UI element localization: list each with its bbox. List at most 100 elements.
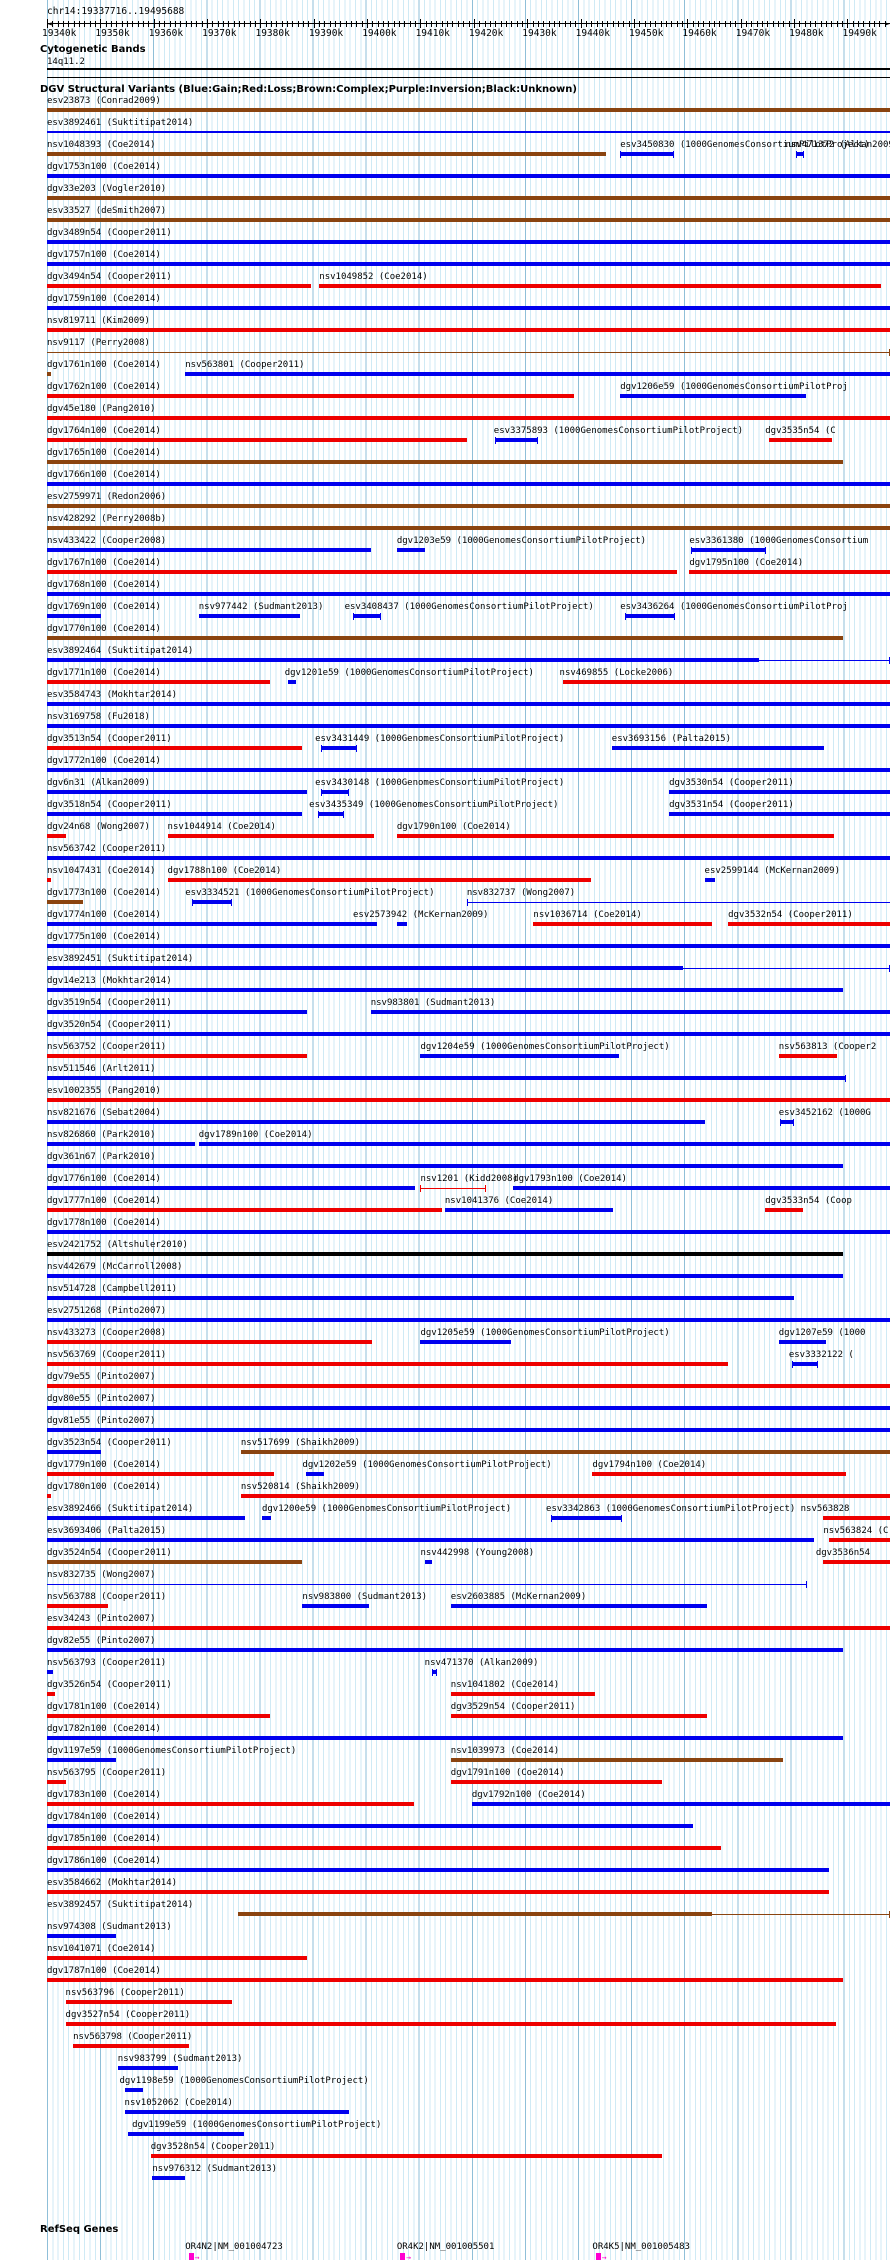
dgv-variant-label[interactable]: dgv3528n54 (Cooper2011) <box>150 2142 276 2152</box>
dgv-variant-bar[interactable] <box>47 1758 117 1762</box>
dgv-variant-label[interactable]: nsv520814 (Shaikh2009) <box>240 1482 361 1492</box>
dgv-variant-bar[interactable] <box>47 1846 721 1850</box>
dgv-variant-label[interactable]: esv3892461 (Suktitipat2014) <box>47 118 194 128</box>
dgv-variant-label[interactable]: dgv14e213 (Mokhtar2014) <box>47 976 172 986</box>
dgv-variant-bar[interactable] <box>47 1802 414 1806</box>
dgv-variant-label[interactable]: nsv514728 (Campbell2011) <box>47 1284 178 1294</box>
dgv-variant-bar[interactable] <box>319 284 881 288</box>
dgv-variant-bar[interactable] <box>466 901 890 903</box>
dgv-variant-label[interactable]: dgv3531n54 (Cooper2011) <box>669 800 794 810</box>
dgv-variant-bar[interactable] <box>47 548 371 552</box>
dgv-variant-bar[interactable] <box>396 548 425 552</box>
dgv-variant-bar[interactable] <box>370 1010 890 1014</box>
dgv-variant-bar[interactable] <box>47 482 890 486</box>
dgv-variant-label[interactable]: dgv1785n100 (Coe2014) <box>47 1834 161 1844</box>
dgv-variant-label[interactable]: dgv3535n54 (C <box>765 426 836 436</box>
dgv-variant-bar[interactable] <box>47 1076 847 1080</box>
dgv-variant-label[interactable]: dgv1204e59 (1000GenomesConsortiumPilotPr… <box>420 1042 670 1052</box>
dgv-variant-label[interactable]: nsv469855 (Locke2006) <box>559 668 674 678</box>
dgv-variant-label[interactable]: esv3693406 (Palta2015) <box>47 1526 167 1536</box>
dgv-variant-label[interactable]: dgv1203e59 (1000GenomesConsortiumPilotPr… <box>396 536 647 546</box>
dgv-variant-bar[interactable] <box>47 592 890 596</box>
refseq-gene-exon[interactable] <box>595 2253 601 2260</box>
dgv-variant-label[interactable]: esv3408437 (1000GenomesConsortiumPilotPr… <box>344 602 594 612</box>
dgv-variant-bar[interactable] <box>47 174 890 178</box>
dgv-variant-label[interactable]: nsv1052062 (Coe2014) <box>124 2098 233 2108</box>
dgv-variant-label[interactable]: dgv1778n100 (Coe2014) <box>47 1218 161 1228</box>
dgv-variant-bar[interactable] <box>47 1208 443 1212</box>
dgv-variant-label[interactable]: dgv1779n100 (Coe2014) <box>47 1460 161 1470</box>
dgv-variant-label[interactable]: nsv428292 (Perry2008b) <box>47 514 167 524</box>
dgv-variant-bar[interactable] <box>240 1494 890 1498</box>
dgv-variant-bar[interactable] <box>191 900 233 904</box>
dgv-variant-bar[interactable] <box>444 1208 614 1212</box>
dgv-variant-bar[interactable] <box>47 658 760 662</box>
dgv-variant-bar[interactable] <box>47 1714 270 1718</box>
dgv-variant-bar[interactable] <box>47 1583 808 1585</box>
dgv-variant-bar[interactable] <box>704 878 715 882</box>
dgv-variant-label[interactable]: dgv3489n54 (Cooper2011) <box>47 228 172 238</box>
dgv-variant-label[interactable]: dgv1774n100 (Coe2014) <box>47 910 161 920</box>
dgv-variant-label[interactable]: nsv1036714 (Coe2014) <box>533 910 642 920</box>
dgv-variant-label[interactable]: dgv79e55 (Pinto2007) <box>47 1372 156 1382</box>
dgv-variant-bar[interactable] <box>47 1934 117 1938</box>
dgv-variant-bar[interactable] <box>47 988 843 992</box>
dgv-variant-bar[interactable] <box>47 1890 830 1894</box>
dgv-variant-label[interactable]: nsv511546 (Arlt2011) <box>47 1064 156 1074</box>
dgv-variant-label[interactable]: nsv826860 (Park2010) <box>47 1130 156 1140</box>
dgv-variant-label[interactable]: esv3892457 (Suktitipat2014) <box>47 1900 194 1910</box>
dgv-variant-bar[interactable] <box>47 328 890 332</box>
dgv-variant-label[interactable]: esv1002355 (Pang2010) <box>47 1086 161 1096</box>
dgv-variant-label[interactable]: esv3892464 (Suktitipat2014) <box>47 646 194 656</box>
dgv-variant-bar[interactable] <box>495 438 539 442</box>
dgv-variant-bar[interactable] <box>47 1604 108 1608</box>
dgv-variant-label[interactable]: dgv1206e59 (1000GenomesConsortiumPilotPr… <box>620 382 848 392</box>
dgv-variant-label[interactable]: esv2599144 (McKernan2009) <box>704 866 840 876</box>
dgv-variant-label[interactable]: dgv1781n100 (Coe2014) <box>47 1702 161 1712</box>
dgv-variant-label[interactable]: dgv1784n100 (Coe2014) <box>47 1812 161 1822</box>
dgv-variant-label[interactable]: dgv1790n100 (Coe2014) <box>396 822 511 832</box>
dgv-variant-bar[interactable] <box>562 680 890 684</box>
dgv-variant-bar[interactable] <box>47 1252 843 1256</box>
dgv-variant-bar[interactable] <box>450 1758 783 1762</box>
dgv-variant-bar[interactable] <box>424 1560 433 1564</box>
refseq-gene-label[interactable]: OR4N2|NM_001004723 <box>185 2242 283 2252</box>
dgv-variant-bar[interactable] <box>420 1054 619 1058</box>
dgv-variant-label[interactable]: nsv9117 (Perry2008) <box>47 338 150 348</box>
dgv-variant-bar[interactable] <box>47 834 66 838</box>
dgv-variant-bar[interactable] <box>47 1164 843 1168</box>
dgv-variant-label[interactable]: nsv563742 (Cooper2011) <box>47 844 167 854</box>
dgv-variant-label[interactable]: esv3430148 (1000GenomesConsortiumPilotPr… <box>315 778 565 788</box>
dgv-variant-bar[interactable] <box>669 790 890 794</box>
dgv-variant-label[interactable]: dgv3520n54 (Cooper2011) <box>47 1020 172 1030</box>
dgv-variant-label[interactable]: nsv983800 (Sudmant2013) <box>302 1592 428 1602</box>
dgv-variant-label[interactable]: dgv45e180 (Pang2010) <box>47 404 156 414</box>
dgv-variant-bar[interactable] <box>47 1978 843 1982</box>
dgv-variant-bar[interactable] <box>768 438 832 442</box>
dgv-variant-bar[interactable] <box>47 900 84 904</box>
dgv-variant-bar[interactable] <box>47 724 890 728</box>
dgv-variant-bar[interactable] <box>47 240 890 244</box>
dgv-variant-label[interactable]: nsv517699 (Shaikh2009) <box>240 1438 361 1448</box>
dgv-variant-label[interactable]: nsv471370 (Alkan2009) <box>424 1658 539 1668</box>
dgv-variant-label[interactable]: dgv1776n100 (Coe2014) <box>47 1174 161 1184</box>
dgv-variant-bar[interactable] <box>471 1802 890 1806</box>
dgv-variant-label[interactable]: esv3892451 (Suktitipat2014) <box>47 954 194 964</box>
dgv-variant-label[interactable]: nsv977442 (Sudmant2013) <box>198 602 324 612</box>
dgv-variant-label[interactable]: dgv1792n100 (Coe2014) <box>471 1790 586 1800</box>
dgv-variant-label[interactable]: esv2603885 (McKernan2009) <box>450 1592 587 1602</box>
dgv-variant-label[interactable]: esv33527 (deSmith2007) <box>47 206 167 216</box>
dgv-variant-label[interactable]: dgv1786n100 (Coe2014) <box>47 1856 161 1866</box>
dgv-variant-label[interactable]: nsv563769 (Cooper2011) <box>47 1350 167 1360</box>
dgv-variant-label[interactable]: dgv1794n100 (Coe2014) <box>592 1460 707 1470</box>
dgv-variant-bar[interactable] <box>47 1538 815 1542</box>
dgv-variant-label[interactable]: dgv3513n54 (Cooper2011) <box>47 734 172 744</box>
dgv-variant-bar[interactable] <box>152 2176 186 2180</box>
dgv-variant-bar[interactable] <box>47 1098 890 1102</box>
dgv-variant-bar[interactable] <box>47 1824 693 1828</box>
dgv-variant-bar[interactable] <box>198 614 300 618</box>
dgv-variant-bar[interactable] <box>47 1406 890 1410</box>
dgv-variant-label[interactable]: esv3431449 (1000GenomesConsortiumPilotPr… <box>315 734 565 744</box>
dgv-variant-label[interactable]: dgv3530n54 (Cooper2011) <box>669 778 794 788</box>
dgv-variant-label[interactable]: nsv563801 (Cooper2011) <box>185 360 305 370</box>
